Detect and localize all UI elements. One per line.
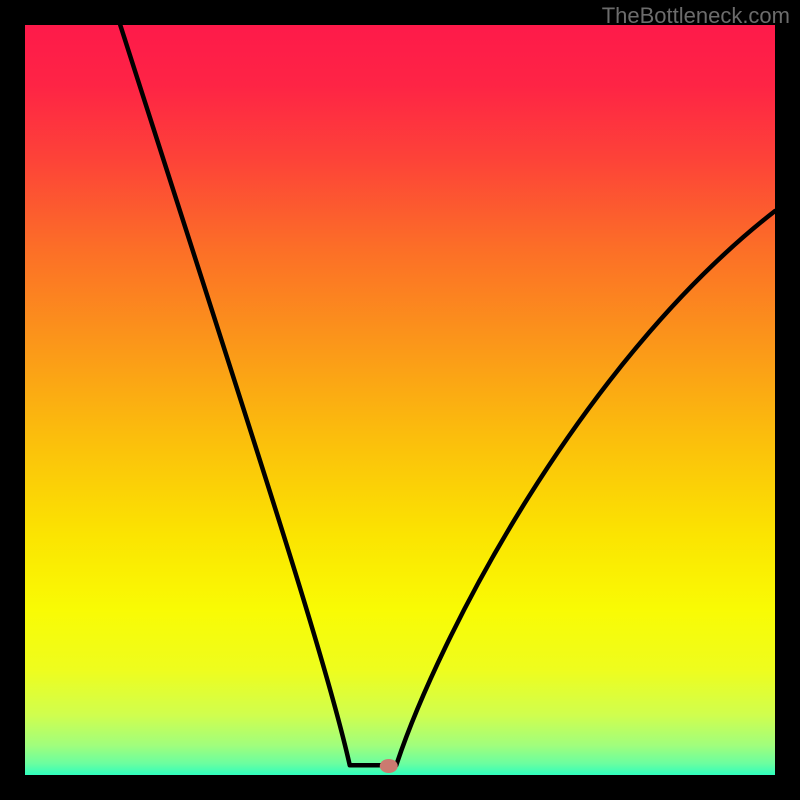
optimal-point-marker (380, 759, 398, 773)
gradient-background (25, 25, 775, 775)
watermark-text: TheBottleneck.com (602, 3, 790, 29)
bottleneck-chart (0, 0, 800, 800)
